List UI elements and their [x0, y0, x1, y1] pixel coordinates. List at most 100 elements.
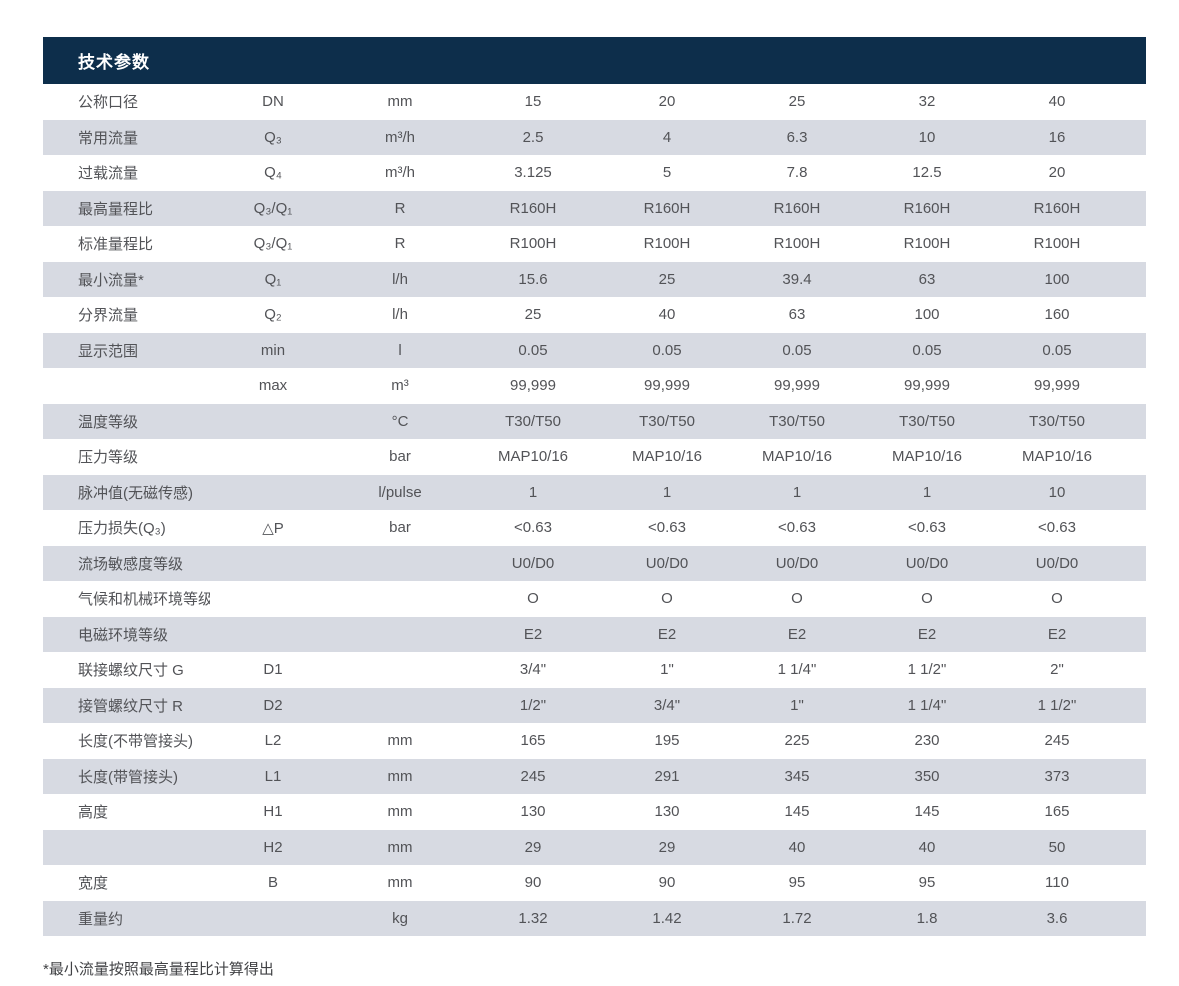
row-value: R100H: [1033, 235, 1081, 253]
table-row: 最小流量* Q₁ l/h 15.6 25 39.4 63 100: [43, 261, 1146, 297]
row-value: T30/T50: [1029, 412, 1085, 430]
row-filler: [1122, 830, 1146, 866]
row-filler: [1122, 475, 1146, 511]
row-symbol: [210, 404, 336, 440]
row-value: 99,999: [644, 377, 690, 395]
row-filler: [1122, 226, 1146, 262]
row-value: 40: [918, 838, 936, 856]
row-value: 1 1/4": [777, 661, 817, 679]
row-unit: mm: [387, 732, 413, 750]
row-filler: [1122, 510, 1146, 546]
row-value: 1 1/2": [907, 661, 947, 679]
row-unit: °C: [391, 412, 409, 430]
row-symbol: [210, 475, 336, 511]
row-unit: [336, 652, 464, 688]
row-value: 165: [1044, 803, 1070, 821]
row-label: 气候和机械环境等级: [78, 591, 210, 609]
row-label: 流场敏感度等级: [78, 555, 184, 573]
row-value: 12.5: [912, 164, 942, 182]
row-value: 90: [524, 874, 542, 892]
row-value: E2: [1047, 625, 1067, 643]
table-row: max m³ 99,999 99,999 99,999 99,999 99,999: [43, 368, 1146, 404]
row-value: 145: [914, 803, 940, 821]
row-unit: mm: [387, 767, 413, 785]
row-label: 温度等级: [78, 413, 139, 431]
row-symbol: [210, 546, 336, 582]
row-unit: mm: [387, 803, 413, 821]
row-label: 宽度: [78, 875, 109, 893]
row-value: 20: [658, 93, 676, 111]
row-value: 1: [922, 483, 932, 501]
row-filler: [1122, 84, 1146, 120]
row-value: U0/D0: [511, 554, 555, 572]
row-value: O: [791, 590, 803, 608]
row-symbol: [210, 901, 336, 937]
row-unit: [336, 546, 464, 582]
table-row: 过载流量 Q₄ m³/h 3.125 5 7.8 12.5 20: [43, 155, 1146, 191]
row-value: 50: [1048, 838, 1066, 856]
row-unit: R: [394, 235, 406, 253]
row-unit: [336, 617, 464, 653]
row-value: T30/T50: [639, 412, 695, 430]
row-filler: [1122, 865, 1146, 901]
row-value: 345: [784, 767, 810, 785]
row-value: 99,999: [774, 377, 820, 395]
row-value: 99,999: [1034, 377, 1080, 395]
row-value: <0.63: [648, 519, 686, 537]
row-value: 1": [790, 696, 804, 714]
row-value: 40: [1048, 93, 1066, 111]
row-value: 20: [1048, 164, 1066, 182]
row-value: 245: [1044, 732, 1070, 750]
table-row: 气候和机械环境等级 O O O O O: [43, 581, 1146, 617]
row-symbol: [210, 581, 336, 617]
row-value: 63: [788, 306, 806, 324]
row-value: 6.3: [786, 128, 808, 146]
row-symbol: Q₃/Q₁: [253, 235, 293, 253]
row-value: 3/4": [653, 696, 681, 714]
row-unit: R: [394, 199, 406, 217]
row-value: 1 1/2": [1037, 696, 1077, 714]
table-row: 分界流量 Q₂ l/h 25 40 63 100 160: [43, 297, 1146, 333]
row-value: U0/D0: [905, 554, 949, 572]
row-unit: mm: [387, 874, 413, 892]
row-unit: l: [398, 341, 402, 359]
row-value: 1: [528, 483, 538, 501]
row-value: 2": [1050, 661, 1064, 679]
row-value: 2.5: [522, 128, 544, 146]
row-filler: [1122, 439, 1146, 475]
row-value: U0/D0: [1035, 554, 1079, 572]
row-value: 160: [1044, 306, 1070, 324]
row-value: 0.05: [1042, 341, 1072, 359]
row-value: 245: [520, 767, 546, 785]
row-label: 显示范围: [78, 342, 139, 360]
row-value: E2: [917, 625, 937, 643]
row-symbol: L2: [264, 732, 282, 750]
row-value: 99,999: [904, 377, 950, 395]
row-filler: [1122, 155, 1146, 191]
table-row: 常用流量 Q₃ m³/h 2.5 4 6.3 10 16: [43, 119, 1146, 155]
table-row: 公称口径 DN mm 15 20 25 32 40: [43, 84, 1146, 120]
row-symbol: [210, 439, 336, 475]
row-label: 公称口径: [78, 94, 139, 112]
row-filler: [1122, 368, 1146, 404]
row-value: 100: [914, 306, 940, 324]
row-value: MAP10/16: [631, 448, 703, 466]
row-filler: [1122, 333, 1146, 369]
row-value: 3.6: [1046, 909, 1068, 927]
row-value: 40: [788, 838, 806, 856]
row-label: 分界流量: [78, 307, 139, 325]
row-value: 0.05: [912, 341, 942, 359]
row-value: 145: [784, 803, 810, 821]
table-row: 流场敏感度等级 U0/D0 U0/D0 U0/D0 U0/D0 U0/D0: [43, 545, 1146, 582]
row-unit: m³: [391, 377, 409, 395]
row-value: <0.63: [1038, 519, 1076, 537]
row-symbol: Q₃/Q₁: [253, 199, 293, 217]
row-filler: [1122, 901, 1146, 937]
table-row: 温度等级 °C T30/T50 T30/T50 T30/T50 T30/T50 T30/T5…: [43, 403, 1146, 440]
row-value: U0/D0: [645, 554, 689, 572]
row-value: R100H: [903, 235, 951, 253]
row-unit: bar: [389, 519, 411, 537]
row-label: 接管螺纹尺寸 R: [78, 697, 184, 715]
row-symbol: △P: [262, 519, 284, 537]
